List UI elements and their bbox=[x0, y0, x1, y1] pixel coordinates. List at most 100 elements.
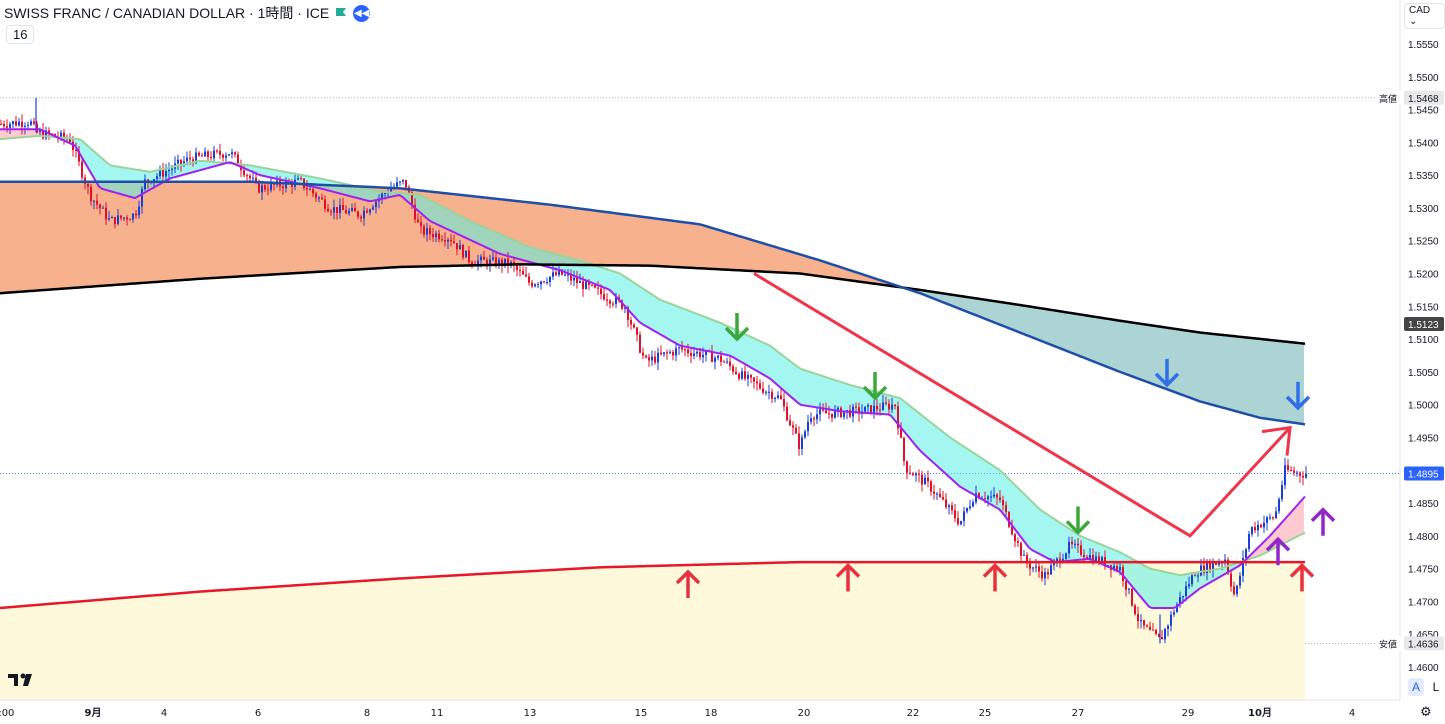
candle-body bbox=[1155, 630, 1157, 634]
candle-body bbox=[1185, 586, 1187, 597]
candle-body bbox=[426, 228, 428, 235]
currency-selector[interactable]: CAD bbox=[1404, 3, 1445, 29]
candle-body bbox=[1119, 567, 1121, 571]
candle-body bbox=[9, 124, 11, 128]
candle-body bbox=[1212, 562, 1214, 571]
candle-body bbox=[831, 413, 833, 418]
candle-body bbox=[795, 427, 797, 434]
candle-body bbox=[825, 410, 827, 414]
candle-body bbox=[495, 257, 497, 266]
candle-body bbox=[489, 259, 491, 266]
candle-body bbox=[900, 428, 902, 438]
candle-body bbox=[309, 189, 311, 191]
candle-body bbox=[531, 282, 533, 287]
candle-body bbox=[270, 183, 272, 191]
candle-body bbox=[75, 149, 77, 151]
candle-body bbox=[534, 284, 536, 287]
candle-body bbox=[951, 505, 953, 511]
candle-body bbox=[45, 130, 47, 139]
candle-body bbox=[834, 410, 836, 418]
candle-body bbox=[1251, 527, 1253, 534]
candle-body bbox=[909, 472, 911, 474]
flag-icon[interactable] bbox=[335, 7, 347, 19]
ema-fast-line[interactable] bbox=[0, 128, 1306, 609]
candle-body bbox=[1230, 573, 1232, 587]
y-tick-label: 1.5350 bbox=[1408, 171, 1439, 182]
x-tick-label: 18 bbox=[705, 708, 718, 719]
auto-scale-button[interactable]: A bbox=[1408, 678, 1424, 696]
candle-body bbox=[1017, 541, 1019, 543]
candle-body bbox=[129, 219, 131, 221]
x-tick-label: 4 bbox=[1349, 708, 1355, 719]
ma-long-red-line[interactable] bbox=[0, 560, 1305, 610]
candle-body bbox=[813, 418, 815, 420]
candle-body bbox=[549, 276, 551, 283]
candle-body bbox=[990, 496, 992, 498]
ma-slower-black-line[interactable] bbox=[0, 263, 1306, 345]
candle-body bbox=[1215, 562, 1217, 565]
candle-body bbox=[525, 274, 527, 277]
candle-body bbox=[681, 347, 683, 350]
candle-body bbox=[252, 177, 254, 179]
x-tick-label: 12:00 bbox=[0, 708, 14, 719]
x-tick-label: 11 bbox=[431, 708, 444, 719]
candle-body bbox=[1200, 565, 1202, 576]
y-tick-label: 1.5050 bbox=[1408, 368, 1439, 379]
candle-body bbox=[993, 494, 995, 497]
candle-body bbox=[1269, 517, 1271, 519]
candle-body bbox=[168, 169, 170, 172]
ema-green-line[interactable] bbox=[0, 134, 1306, 576]
candle-body bbox=[357, 211, 359, 217]
x-tick-label: 20 bbox=[798, 708, 811, 719]
candle-body bbox=[171, 168, 173, 170]
candle-body bbox=[984, 498, 986, 500]
candle-body bbox=[948, 505, 950, 508]
candle-body bbox=[1056, 558, 1058, 562]
candle-body bbox=[48, 130, 50, 134]
candle-body bbox=[498, 259, 500, 266]
interval-counter[interactable]: 16 bbox=[6, 25, 35, 44]
price-label-last: 1.4895 bbox=[1408, 470, 1439, 481]
candle-body bbox=[1038, 566, 1040, 572]
candle-body bbox=[1026, 555, 1028, 564]
x-tick-label: 8 bbox=[364, 708, 370, 719]
candle-body bbox=[156, 176, 158, 180]
log-scale-button[interactable]: L bbox=[1432, 680, 1440, 694]
candle-body bbox=[1011, 526, 1013, 535]
tradingview-logo[interactable] bbox=[8, 672, 38, 693]
candle-body bbox=[627, 307, 629, 320]
candle-body bbox=[63, 132, 65, 138]
gear-icon[interactable]: ⚙ bbox=[1420, 704, 1432, 719]
candle-body bbox=[39, 130, 41, 133]
candle-body bbox=[885, 402, 887, 404]
candle-body bbox=[912, 473, 914, 476]
price-tag-high-bg bbox=[1376, 90, 1401, 105]
candle-body bbox=[714, 357, 716, 362]
rewind-icon[interactable]: ◀◀ bbox=[353, 4, 371, 22]
candle-body bbox=[657, 352, 659, 363]
trend-line-annotation[interactable] bbox=[753, 272, 1292, 538]
candle-body bbox=[522, 270, 524, 275]
candle-body bbox=[1098, 556, 1100, 563]
y-tick-label: 1.5200 bbox=[1408, 270, 1439, 281]
symbol-title[interactable]: SWISS FRANC / CANADIAN DOLLAR · 1時間 · IC… bbox=[4, 5, 330, 21]
candle-body bbox=[1002, 500, 1004, 506]
candle-body bbox=[222, 154, 224, 158]
candle-body bbox=[435, 233, 437, 238]
arrow-down-green-icon-head bbox=[1065, 520, 1091, 535]
candle-body bbox=[261, 185, 263, 193]
candle-body bbox=[1161, 637, 1163, 640]
arrow-up-red-icon-head bbox=[982, 562, 1008, 578]
candle-body bbox=[855, 406, 857, 408]
candle-body bbox=[1236, 585, 1238, 595]
candle-body bbox=[1302, 475, 1304, 478]
candle-body bbox=[711, 351, 713, 362]
x-tick-label: 22 bbox=[907, 708, 920, 719]
y-tick-label: 1.5500 bbox=[1408, 73, 1439, 84]
candle-body bbox=[558, 269, 560, 275]
candle-body bbox=[1275, 511, 1277, 519]
candle-body bbox=[1173, 612, 1175, 615]
ma-slow-blue-line[interactable] bbox=[0, 180, 1306, 426]
candle-body bbox=[504, 258, 506, 266]
